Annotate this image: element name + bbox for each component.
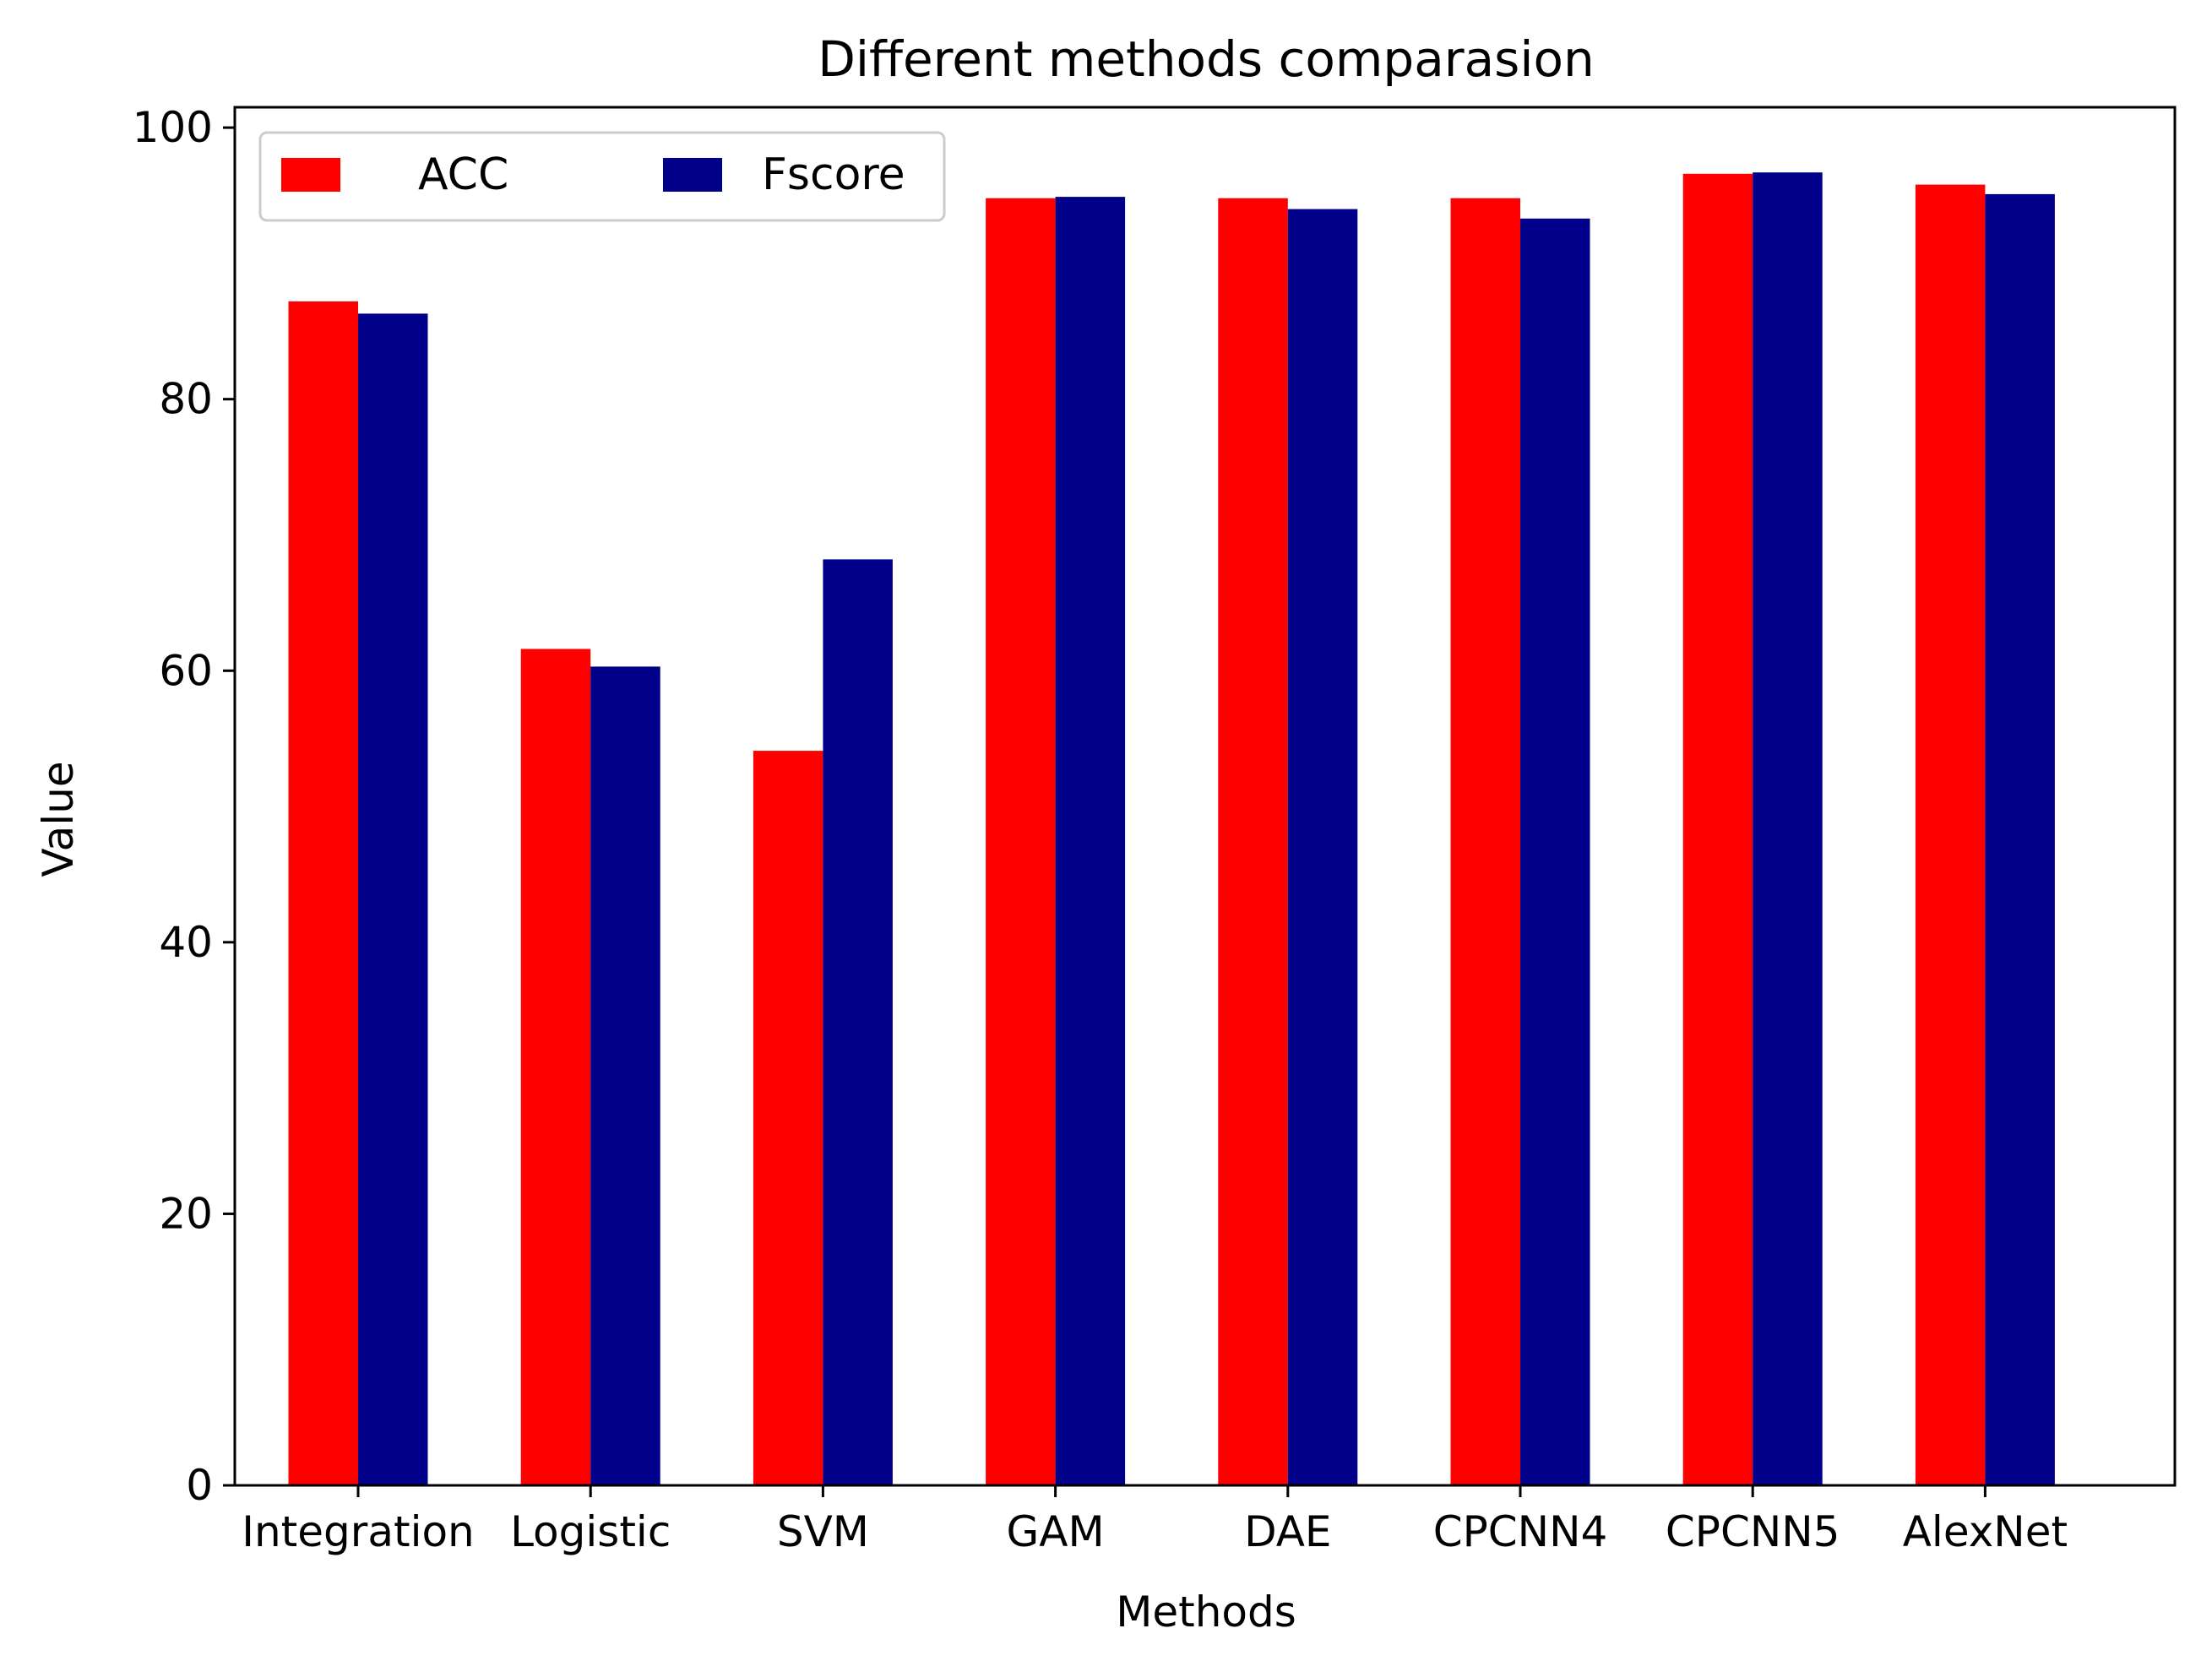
- bar-acc-gam: [986, 198, 1056, 1486]
- legend-swatch-acc: [281, 158, 340, 192]
- y-tick-label: 20: [159, 1189, 213, 1238]
- x-tick-label-integration: Integration: [242, 1507, 475, 1556]
- bar-acc-cpcnn5: [1682, 173, 1753, 1485]
- bar-fscore-alexnet: [1985, 193, 2055, 1485]
- bar-acc-integration: [288, 301, 358, 1485]
- bar-fscore-dae: [1287, 209, 1358, 1486]
- legend-swatch-fscore: [663, 158, 722, 192]
- y-tick-label: 80: [159, 375, 213, 424]
- x-tick-label-cpcnn4: CPCNN4: [1433, 1507, 1608, 1556]
- bar-acc-svm: [753, 751, 823, 1485]
- bar-fscore-gam: [1055, 197, 1126, 1486]
- bar-acc-dae: [1218, 198, 1288, 1486]
- bar-fscore-logistic: [590, 666, 660, 1485]
- bar-fscore-integration: [358, 313, 428, 1485]
- bar-acc-cpcnn4: [1450, 198, 1520, 1486]
- x-axis-label: Methods: [1116, 1588, 1296, 1637]
- x-tick-label-cpcnn5: CPCNN5: [1666, 1507, 1840, 1556]
- y-tick-label: 0: [186, 1461, 213, 1510]
- legend-label-fscore: Fscore: [762, 149, 905, 200]
- legend: ACC Fscore: [258, 131, 946, 222]
- y-tick-label: 40: [159, 918, 213, 967]
- bar-acc-alexnet: [1915, 184, 1986, 1486]
- x-tick-label-svm: SVM: [777, 1507, 869, 1556]
- x-tick-label-logistic: Logistic: [510, 1507, 671, 1556]
- bar-fscore-cpcnn4: [1520, 218, 1590, 1485]
- bar-acc-logistic: [520, 649, 591, 1485]
- x-tick-label-gam: GAM: [1007, 1507, 1105, 1556]
- y-tick-label: 60: [159, 646, 213, 695]
- chart-title: Different methods comparasion: [818, 30, 1594, 88]
- legend-label-acc: ACC: [418, 149, 508, 200]
- x-tick-label-dae: DAE: [1244, 1507, 1331, 1556]
- bar-fscore-svm: [823, 559, 893, 1485]
- y-axis-label: Value: [34, 761, 83, 877]
- y-axis: 0 20 40 60 80 100: [133, 103, 235, 1510]
- x-tick-label-alexnet: AlexNet: [1903, 1507, 2068, 1556]
- legend-box: [258, 131, 946, 222]
- y-tick-label: 100: [133, 103, 213, 152]
- plot-area-frame: [233, 106, 2177, 1487]
- bar-fscore-cpcnn5: [1753, 172, 1823, 1486]
- bars-layer: [288, 172, 2055, 1486]
- x-axis: Integration Logistic SVM GAM DAE CPCNN4 CPCNN5…: [242, 1485, 2068, 1556]
